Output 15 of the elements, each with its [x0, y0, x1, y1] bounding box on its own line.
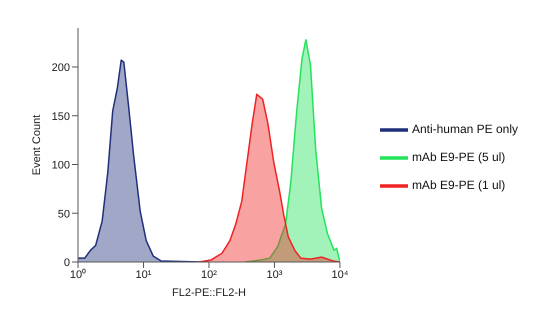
legend-label: mAb E9-PE (1 ul) [412, 178, 506, 192]
y-tick-label: 100 [52, 160, 70, 172]
x-tick-label: 10³ [266, 268, 283, 281]
y-tick-label: 150 [52, 110, 70, 123]
y-tick-label: 50 [58, 208, 70, 220]
x-axis-title: FL2-PE::FL2-H [172, 287, 246, 299]
y-tick-label: 200 [52, 62, 70, 74]
y-tick-label: 0 [64, 257, 70, 269]
x-tick-label: 10⁰ [70, 268, 86, 281]
x-tick-label: 10⁴ [331, 268, 349, 281]
x-tick-label: 10¹ [136, 268, 152, 281]
y-axis-title: Event Count [30, 114, 43, 176]
x-tick-label: 10² [201, 268, 218, 281]
legend-label: Anti-human PE only [412, 122, 518, 136]
legend-label: mAb E9-PE (5 ul) [412, 150, 506, 164]
